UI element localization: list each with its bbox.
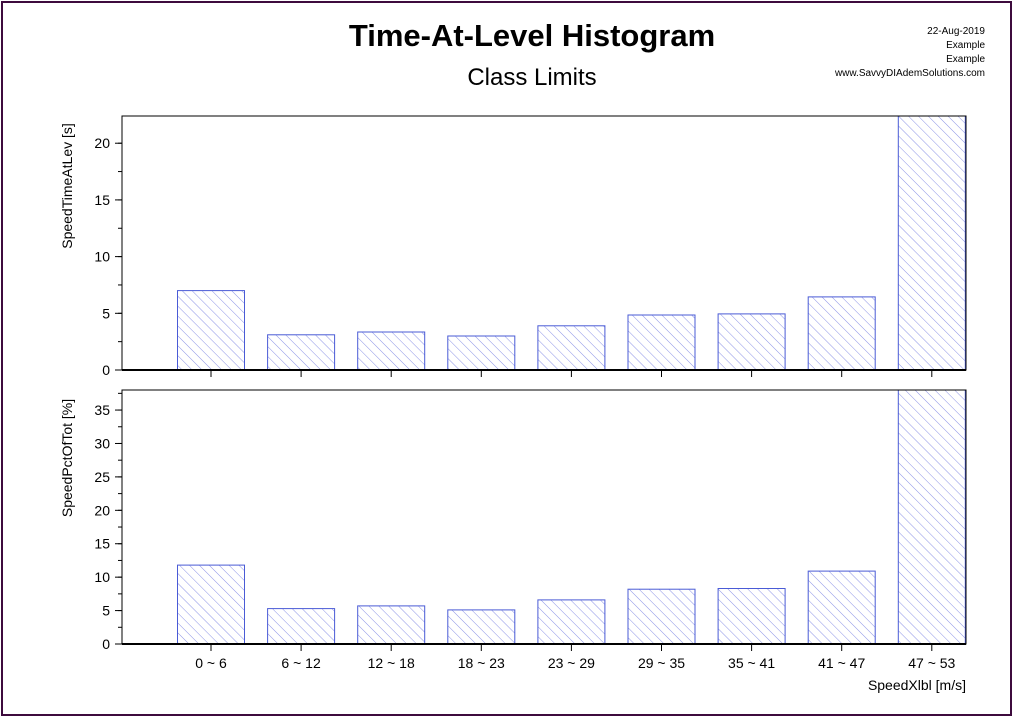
top-bar-3: [357, 331, 426, 371]
top-y-tick-label: 0: [102, 362, 110, 378]
bottom-y-tick-label: 20: [94, 502, 110, 518]
top-y-tick-label: 20: [94, 135, 110, 151]
x-tick-label-6: 29 ~ 35: [638, 655, 685, 671]
chart-title: Time-At-Level Histogram: [349, 18, 715, 53]
bottom-y-tick-label: 10: [94, 569, 110, 585]
top-bar-8: [807, 296, 876, 371]
top-bar-9: [897, 115, 966, 371]
bottom-y-tick-label: 15: [94, 536, 110, 552]
meta-line-2: Example: [946, 40, 985, 51]
bottom-y-tick-label: 35: [94, 402, 110, 418]
x-tick-label-2: 6 ~ 12: [281, 655, 321, 671]
x-tick-label-3: 12 ~ 18: [368, 655, 415, 671]
x-tick-label-9: 47 ~ 53: [908, 655, 955, 671]
bottom-bar-9: [897, 389, 966, 645]
bottom-bar-5: [537, 599, 606, 645]
bottom-panel: 0 5 10 15 20 25 30 35 0 ~ 6 6 ~ 12 12 ~ 18 18 ~ 23 2…: [94, 389, 967, 671]
x-tick-label-1: 0 ~ 6: [195, 655, 227, 671]
top-bar-2: [267, 334, 336, 371]
x-tick-label-7: 35 ~ 41: [728, 655, 775, 671]
top-y-tick-label: 5: [102, 305, 110, 321]
top-y-axis-label: SpeedTimeAtLev [s]: [59, 123, 75, 249]
bottom-bar-8: [807, 570, 876, 645]
bottom-bar-2: [267, 608, 336, 645]
date-label: 22-Aug-2019: [927, 26, 985, 37]
bottom-bar-1: [177, 564, 245, 645]
top-bar-7: [717, 313, 786, 371]
top-bar-6: [627, 314, 696, 371]
website-label: www.SavvyDIAdemSolutions.com: [834, 68, 985, 79]
chart-subtitle: Class Limits: [467, 64, 596, 91]
top-bar-5: [537, 325, 606, 371]
bottom-y-axis-label: SpeedPctOfTot [%]: [59, 399, 75, 517]
bottom-bar-4: [447, 609, 516, 645]
top-bar-1: [177, 290, 245, 371]
bottom-y-tick-label: 5: [102, 603, 110, 619]
x-tick-label-4: 18 ~ 23: [458, 655, 505, 671]
top-y-tick-label: 15: [94, 192, 110, 208]
bottom-y-tick-label: 25: [94, 469, 110, 485]
bottom-bar-3: [357, 605, 426, 645]
bottom-y-tick-label: 30: [94, 435, 110, 451]
bottom-bar-7: [717, 588, 786, 645]
top-bar-4: [447, 335, 516, 371]
top-y-tick-label: 10: [94, 249, 110, 265]
top-panel: 0 5 10 15 20: [94, 115, 967, 378]
x-axis-label: SpeedXlbl [m/s]: [868, 677, 966, 693]
meta-line-3: Example: [946, 54, 985, 65]
bottom-y-tick-label: 0: [102, 636, 110, 652]
x-tick-label-8: 41 ~ 47: [818, 655, 865, 671]
x-tick-label-5: 23 ~ 29: [548, 655, 595, 671]
bottom-bar-6: [627, 588, 696, 645]
